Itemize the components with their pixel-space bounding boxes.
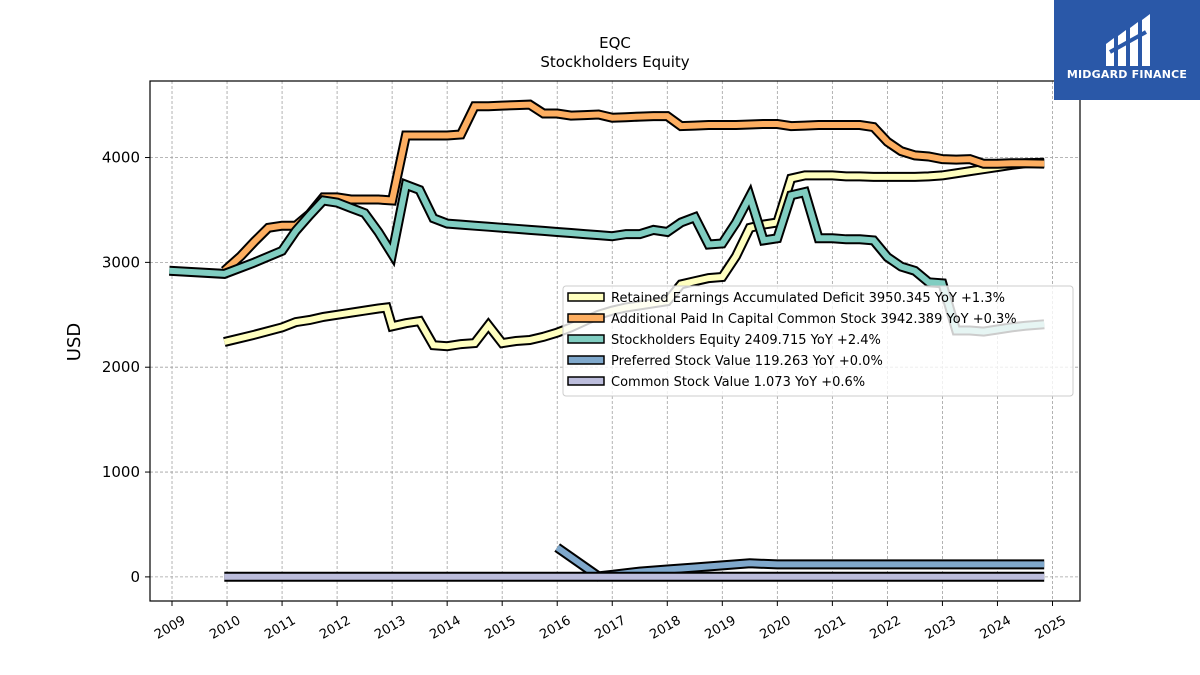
x-tick-label: 2023: [923, 613, 959, 643]
series-line-2: [222, 101, 1045, 274]
x-tick-label: 2012: [317, 613, 353, 643]
x-tick-label: 2019: [702, 613, 738, 643]
series-line-4: [555, 545, 1045, 580]
legend-label: Additional Paid In Capital Common Stock …: [611, 312, 1017, 327]
legend-swatch: [567, 313, 605, 323]
x-tick-label: 2017: [592, 613, 628, 643]
x-tick-label: 2014: [427, 613, 463, 643]
legend-swatch: [567, 376, 605, 386]
plot-frame: [149, 80, 1081, 602]
series-line-3: [169, 180, 1045, 335]
x-tick-label: 2021: [813, 613, 849, 643]
brand-name: MIDGARD FINANCE: [1066, 68, 1188, 81]
y-axis-label: USD: [64, 323, 85, 361]
x-tick-label: 2016: [537, 613, 573, 643]
legend-box: [562, 285, 1074, 397]
x-tick-label: 2025: [1033, 613, 1069, 643]
legend-label: Common Stock Value 1.073 YoY +0.6%: [611, 375, 865, 390]
midgard-logo-icon: [1106, 14, 1150, 66]
x-ticks: 2009 2010 2011 2012 2013 2014 2015 2016 2017 2018…: [152, 601, 1069, 643]
y-tick-label: 1000: [102, 463, 140, 481]
legend-swatch: [567, 334, 605, 344]
y-ticks: 0 1000 2000 3000 4000: [102, 149, 150, 586]
series-group: [169, 99, 1045, 582]
legend-label: Retained Earnings Accumulated Deficit 39…: [611, 291, 1005, 306]
y-tick-label: 3000: [102, 253, 140, 271]
x-tick-label: 2024: [978, 613, 1014, 643]
series-outline: [220, 99, 1045, 275]
x-tick-label: 2013: [372, 613, 408, 643]
x-tick-label: 2015: [482, 613, 518, 643]
chart-subtitle: Stockholders Equity: [540, 53, 689, 71]
x-tick-label: 2018: [647, 613, 683, 643]
chart-title: EQC: [599, 34, 631, 52]
legend: Retained Earnings Accumulated Deficit 39…: [562, 285, 1074, 397]
x-tick-label: 2022: [868, 613, 904, 643]
y-tick-label: 0: [130, 568, 140, 586]
legend-swatch: [567, 355, 605, 365]
brand-logo: MIDGARD FINANCE: [1054, 0, 1200, 100]
legend-label: Preferred Stock Value 119.263 YoY +0.0%: [611, 354, 883, 369]
x-tick-label: 2011: [262, 613, 298, 643]
x-tick-label: 2009: [152, 613, 188, 643]
legend-swatch: [567, 292, 605, 302]
y-tick-label: 4000: [102, 149, 140, 167]
y-tick-label: 2000: [102, 358, 140, 376]
x-tick-label: 2010: [207, 613, 243, 643]
x-tick-label: 2020: [758, 613, 794, 643]
legend-label: Stockholders Equity 2409.715 YoY +2.4%: [611, 333, 881, 348]
